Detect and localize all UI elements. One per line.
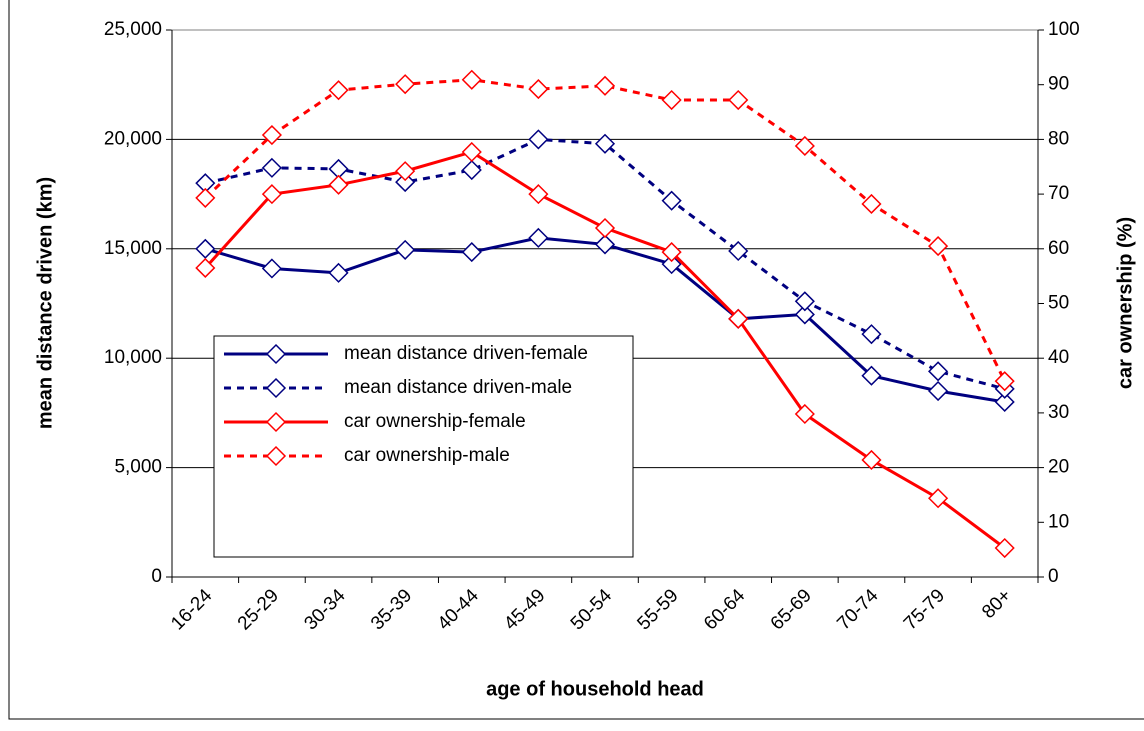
data-point bbox=[195, 257, 216, 279]
legend-marker bbox=[265, 445, 287, 467]
x-axis-label: age of household head bbox=[486, 678, 704, 700]
y2-tick-label: 10 bbox=[1048, 511, 1069, 532]
y-tick-label: 25,000 bbox=[104, 19, 162, 40]
y-tick-label: 10,000 bbox=[104, 347, 162, 368]
data-point bbox=[861, 324, 882, 345]
data-point bbox=[994, 391, 1015, 413]
legend-label: mean distance driven-female bbox=[344, 343, 588, 364]
data-point bbox=[861, 365, 882, 386]
legend-marker bbox=[265, 343, 287, 365]
y2-tick-label: 30 bbox=[1048, 402, 1069, 423]
data-point bbox=[395, 74, 416, 95]
data-point bbox=[261, 124, 282, 146]
data-point bbox=[528, 79, 549, 100]
data-point bbox=[461, 141, 482, 163]
y2-tick-label: 80 bbox=[1048, 128, 1069, 149]
data-point bbox=[328, 80, 349, 101]
data-point bbox=[794, 304, 815, 325]
y-axis-label: mean distance driven (km) bbox=[34, 177, 56, 429]
data-point bbox=[661, 190, 682, 211]
legend-marker bbox=[265, 411, 287, 433]
data-point bbox=[395, 161, 416, 182]
data-point bbox=[794, 291, 815, 312]
data-point bbox=[261, 157, 282, 178]
data-point bbox=[461, 69, 482, 90]
y2-axis-label: car ownership (%) bbox=[1114, 217, 1136, 389]
data-point bbox=[528, 129, 549, 150]
data-point bbox=[195, 238, 216, 259]
legend-label: car ownership-male bbox=[344, 445, 510, 466]
data-point bbox=[928, 361, 949, 382]
data-point bbox=[328, 262, 349, 283]
legend-marker bbox=[265, 377, 287, 399]
data-point bbox=[728, 240, 749, 262]
data-point bbox=[661, 254, 682, 275]
y2-tick-label: 90 bbox=[1048, 74, 1069, 95]
data-point bbox=[528, 227, 549, 248]
data-point bbox=[395, 172, 416, 193]
y-tick-label: 15,000 bbox=[104, 238, 162, 259]
data-point bbox=[328, 174, 349, 195]
data-point bbox=[728, 89, 749, 111]
data-point bbox=[928, 488, 949, 509]
legend-box bbox=[213, 335, 634, 558]
data-point bbox=[594, 217, 616, 239]
y2-tick-label: 50 bbox=[1048, 293, 1069, 314]
data-point bbox=[261, 258, 282, 279]
data-point bbox=[661, 89, 682, 111]
data-point bbox=[661, 242, 682, 263]
y-tick-label: 0 bbox=[151, 566, 162, 587]
data-point bbox=[794, 135, 815, 157]
data-point bbox=[528, 184, 549, 205]
legend-label: mean distance driven-male bbox=[344, 377, 572, 398]
y2-tick-label: 40 bbox=[1048, 347, 1069, 368]
data-point bbox=[928, 380, 949, 402]
y2-tick-label: 60 bbox=[1048, 238, 1069, 259]
y2-tick-label: 100 bbox=[1048, 19, 1080, 40]
y2-tick-label: 20 bbox=[1048, 457, 1069, 478]
y-tick-label: 5,000 bbox=[114, 457, 162, 478]
data-point bbox=[195, 187, 216, 208]
data-point bbox=[594, 133, 616, 154]
data-point bbox=[461, 242, 482, 263]
y-tick-label: 20,000 bbox=[104, 128, 162, 149]
data-point bbox=[861, 449, 882, 471]
y2-tick-label: 70 bbox=[1048, 183, 1069, 204]
data-point bbox=[994, 371, 1015, 392]
data-point bbox=[794, 403, 815, 425]
data-point bbox=[395, 239, 416, 260]
data-point bbox=[928, 236, 949, 257]
data-point bbox=[728, 308, 749, 329]
data-point bbox=[594, 75, 616, 96]
data-point bbox=[461, 159, 482, 181]
y2-tick-label: 0 bbox=[1048, 566, 1059, 587]
legend-label: car ownership-female bbox=[344, 411, 526, 432]
data-point bbox=[594, 234, 616, 255]
data-point bbox=[261, 184, 282, 205]
data-point bbox=[861, 193, 882, 215]
data-point bbox=[994, 537, 1015, 559]
